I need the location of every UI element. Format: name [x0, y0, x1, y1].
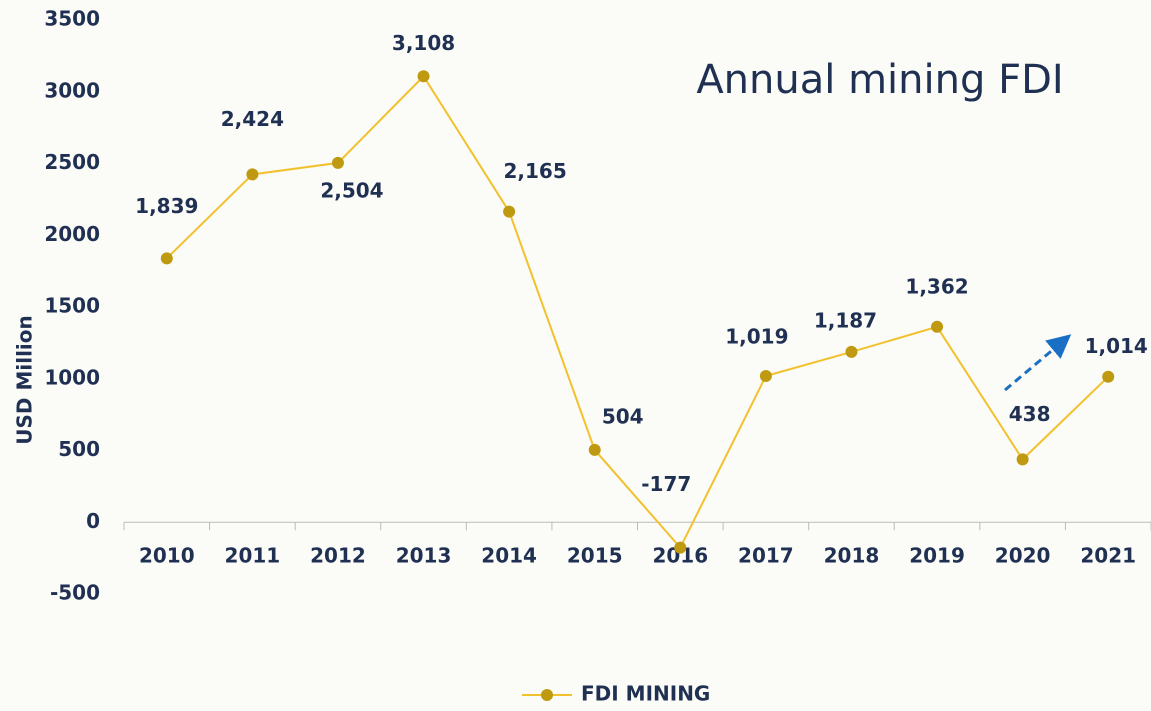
marker	[931, 320, 944, 333]
marker	[845, 345, 858, 358]
x-tick-label: 2017	[738, 544, 794, 568]
legend-label: FDI MINING	[581, 682, 710, 706]
data-label: 3,108	[392, 31, 455, 55]
y-tick-label: -500	[50, 581, 100, 605]
y-axis-label: USD Million	[13, 315, 37, 445]
marker	[160, 252, 173, 265]
x-tick-label: 2013	[396, 544, 452, 568]
chart-title: Annual mining FDI	[696, 57, 1063, 103]
marker	[331, 156, 344, 169]
marker	[588, 443, 601, 456]
data-label: 2,424	[221, 107, 284, 131]
marker	[417, 70, 430, 83]
y-tick-label: 3000	[44, 78, 100, 102]
x-tick-label: 2014	[481, 544, 537, 568]
data-label: 2,504	[320, 178, 383, 202]
y-tick-label: 2000	[44, 222, 100, 246]
x-tick-label: 2012	[310, 544, 366, 568]
x-tick-label: 2021	[1080, 544, 1136, 568]
y-tick-label: 500	[58, 437, 100, 461]
data-label: 504	[602, 404, 644, 428]
y-tick-label: 3500	[44, 7, 100, 31]
y-tick-label: 1000	[44, 365, 100, 389]
x-tick-label: 2011	[225, 544, 281, 568]
x-tick-label: 2019	[909, 544, 965, 568]
data-label: 2,165	[503, 159, 566, 183]
x-tick-label: 2018	[824, 544, 880, 568]
marker	[503, 205, 516, 218]
x-tick-label: 2010	[139, 544, 195, 568]
data-label: 1,014	[1085, 334, 1148, 358]
data-label: 438	[1009, 402, 1051, 426]
y-tick-label: 2500	[44, 150, 100, 174]
data-label: 1,362	[905, 274, 968, 298]
marker	[246, 168, 259, 181]
data-label: -177	[641, 472, 691, 496]
data-label: 1,839	[135, 194, 198, 218]
marker	[1016, 453, 1029, 466]
x-tick-label: 2020	[995, 544, 1051, 568]
marker	[674, 541, 687, 554]
line	[166, 74, 1109, 550]
data-label: 1,187	[814, 308, 877, 332]
y-tick-label: 1500	[44, 294, 100, 318]
x-tick-label: 2015	[567, 544, 623, 568]
marker	[759, 370, 772, 383]
data-label: 1,019	[725, 325, 788, 349]
y-tick-label: 0	[86, 509, 100, 533]
legend-marker	[541, 689, 553, 701]
marker	[1102, 370, 1115, 383]
